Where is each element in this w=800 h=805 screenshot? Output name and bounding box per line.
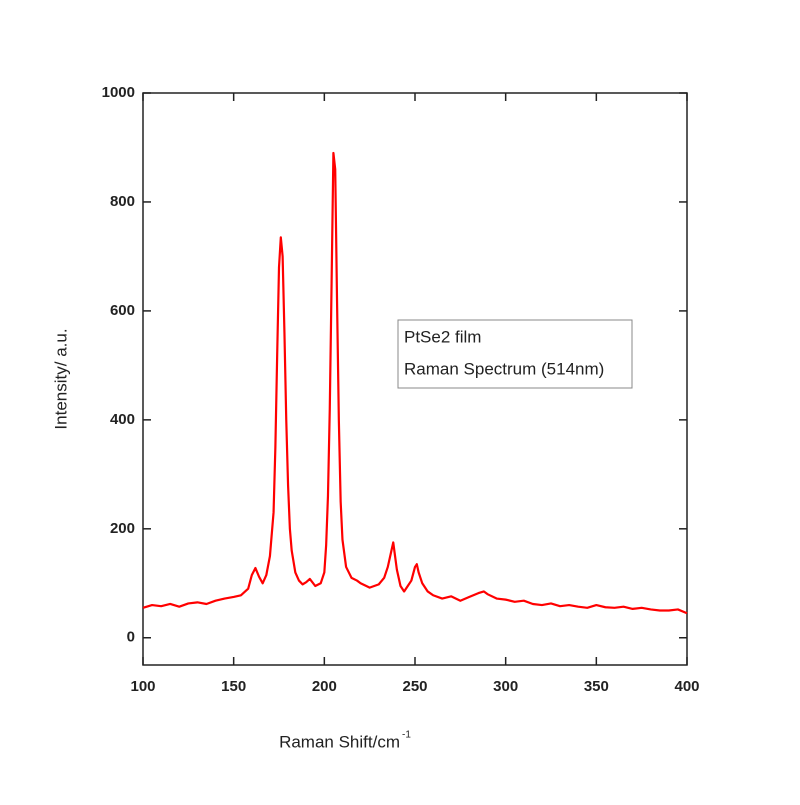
y-axis-label: Intensity/ a.u. xyxy=(51,328,70,429)
x-axis-label: Raman Shift/cm xyxy=(279,732,400,751)
x-tick-label: 400 xyxy=(674,678,699,695)
y-tick-label: 200 xyxy=(110,520,135,537)
y-tick-label: 600 xyxy=(110,302,135,319)
y-tick-label: 800 xyxy=(110,193,135,210)
x-axis-label-superscript: -1 xyxy=(402,730,411,741)
annotation: Raman Spectrum (514nm) xyxy=(404,359,604,378)
x-tick-label: 250 xyxy=(402,678,427,695)
x-tick-label: 300 xyxy=(493,678,518,695)
y-tick-label: 1000 xyxy=(102,84,135,101)
x-tick-label: 150 xyxy=(221,678,246,695)
x-tick-label: 200 xyxy=(312,678,337,695)
x-tick-label: 100 xyxy=(130,678,155,695)
x-tick-label: 350 xyxy=(584,678,609,695)
annotation-box xyxy=(397,319,633,389)
spectrum-line xyxy=(142,151,688,615)
y-tick-label: 0 xyxy=(127,629,135,646)
annotation: PtSe2 film xyxy=(404,327,481,346)
y-tick-label: 400 xyxy=(110,411,135,428)
